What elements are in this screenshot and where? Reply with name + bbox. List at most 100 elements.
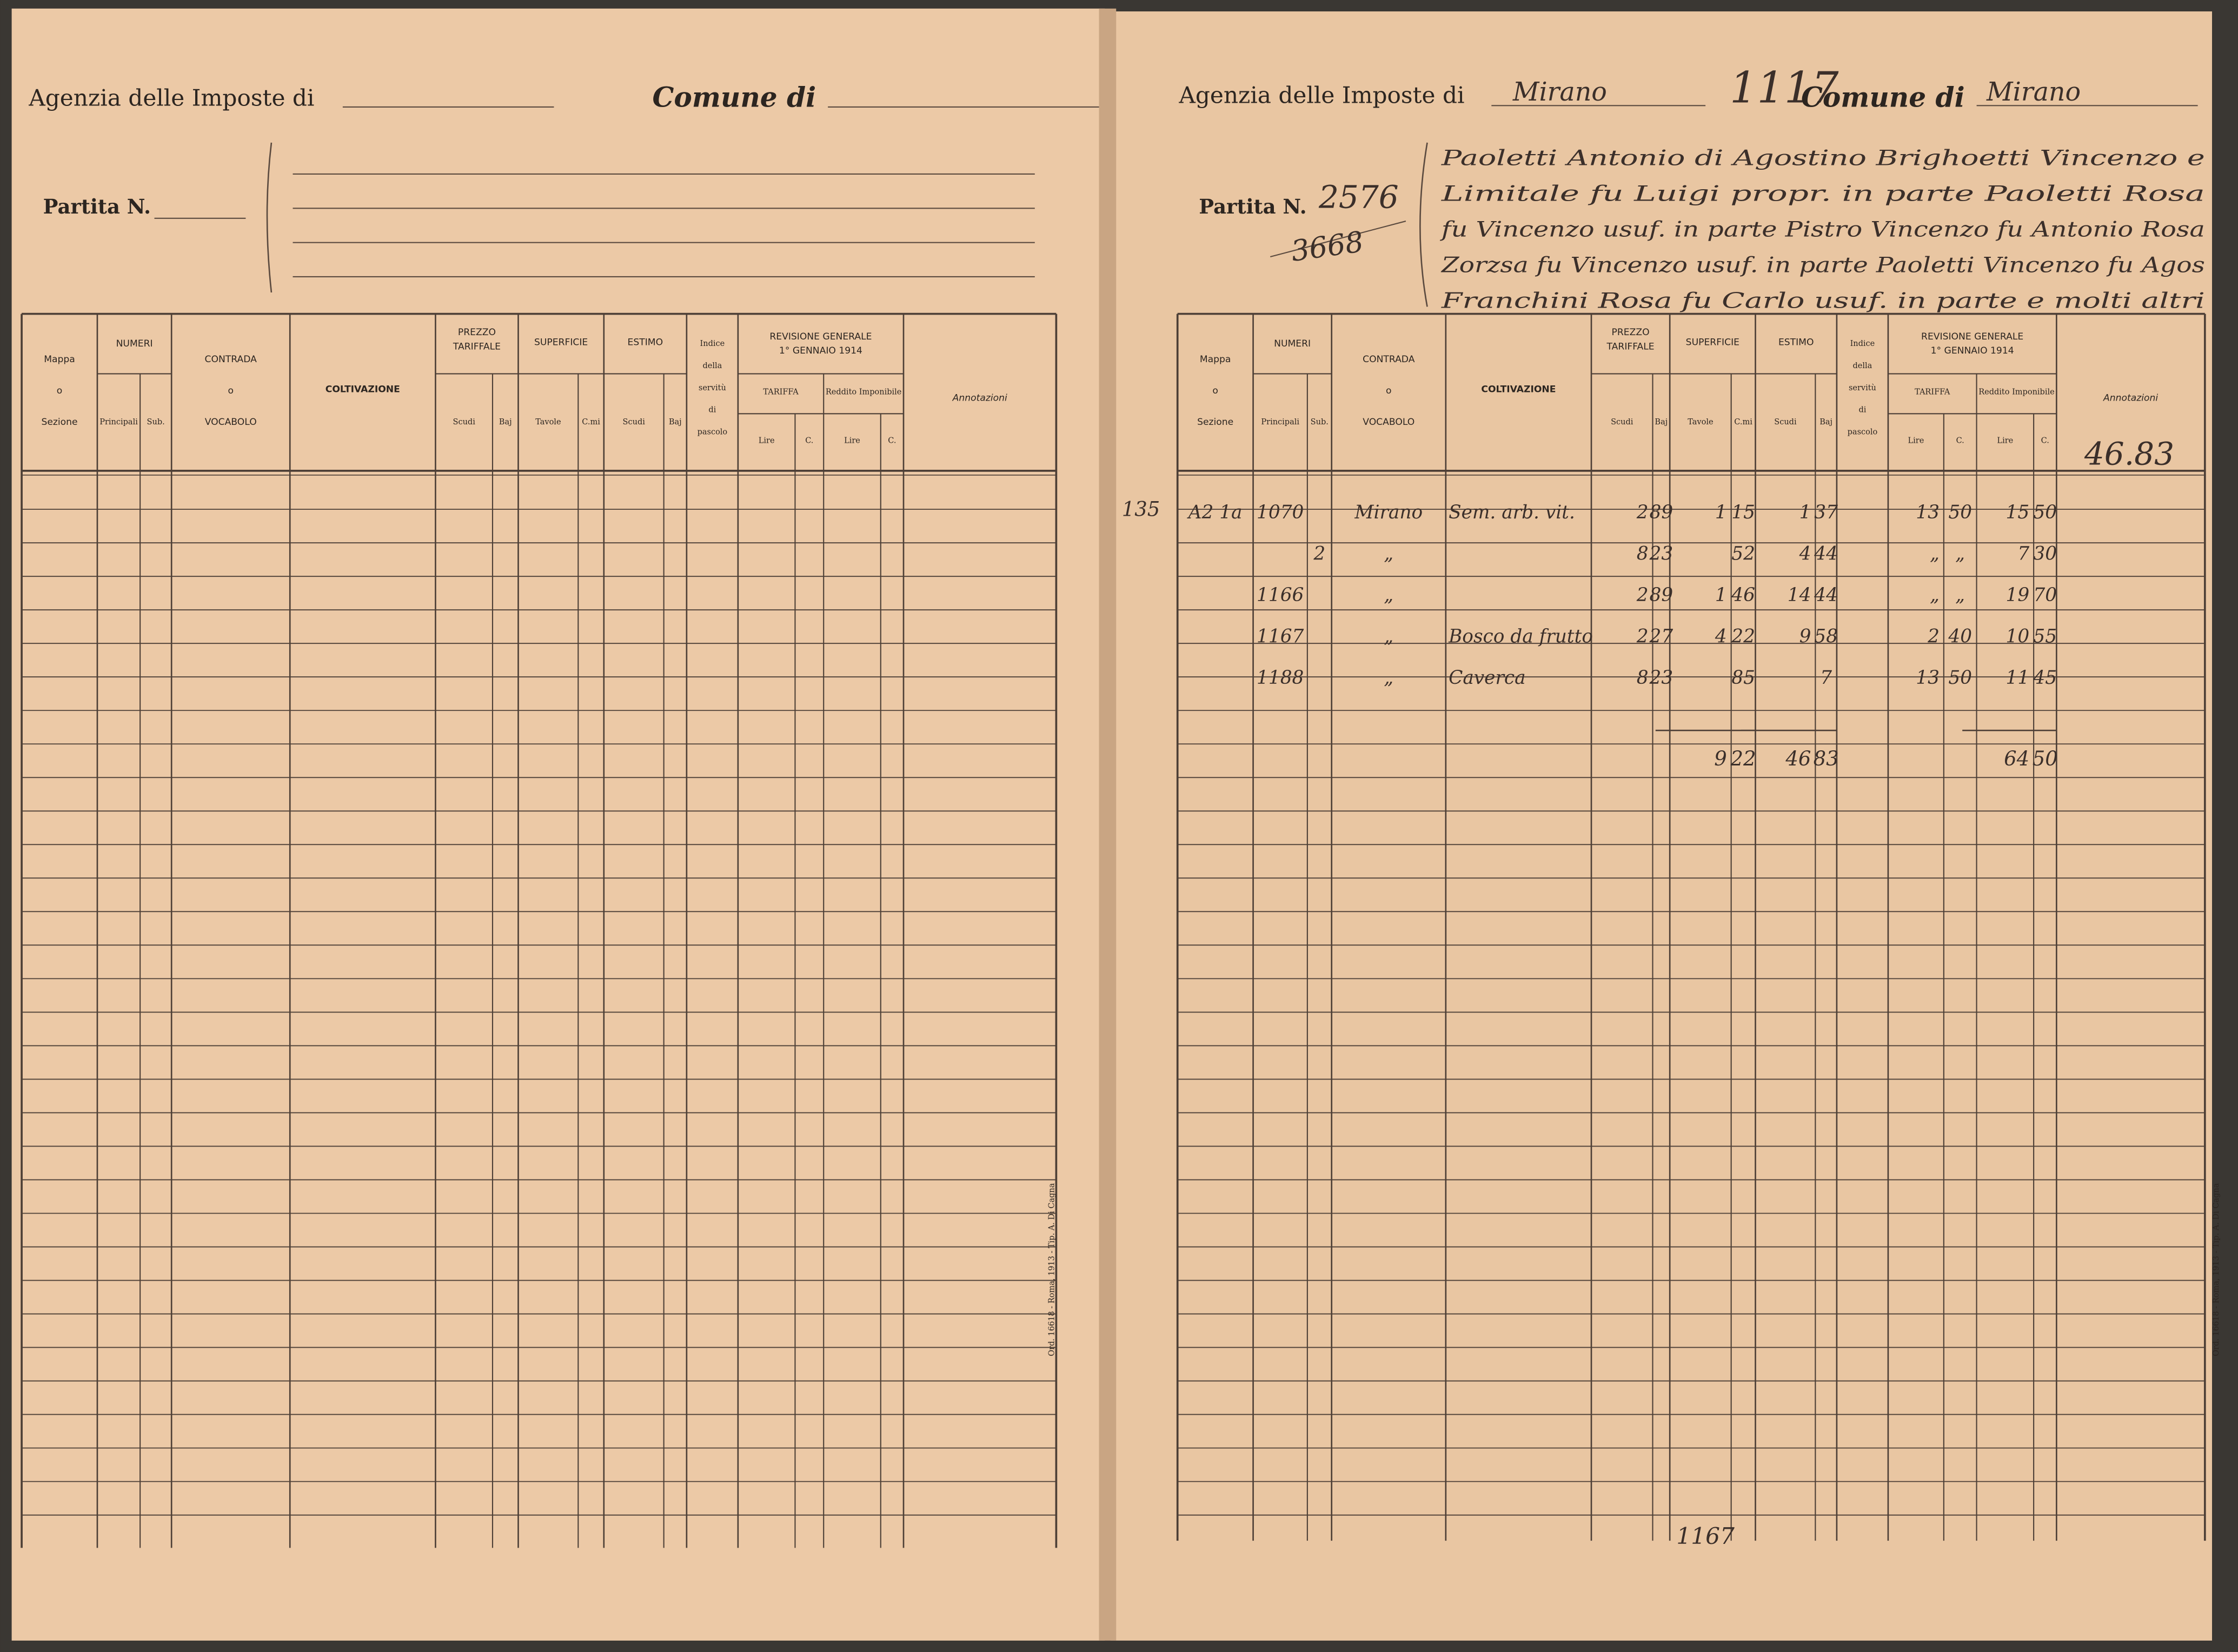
header-label: Sezione bbox=[41, 417, 77, 428]
header-label: VOCABOLO bbox=[205, 417, 257, 428]
header-label: Mappa bbox=[44, 354, 75, 365]
entry-principali: 1188 bbox=[1257, 667, 1304, 689]
entry-superficie-int: 1 bbox=[1715, 584, 1727, 606]
header-label: CONTRADA bbox=[1363, 354, 1415, 365]
header-label: Sezione bbox=[1197, 417, 1233, 428]
header-label: Tavole bbox=[1688, 418, 1713, 427]
owner-line: Paoletti Antonio di Agostino Brighoetti … bbox=[1441, 146, 2205, 171]
header-label: SUPERFICIE bbox=[534, 337, 588, 348]
entry-tariffa-dec: „ bbox=[1955, 543, 1965, 565]
entry-estimo-dec: 58 bbox=[1814, 626, 1838, 648]
header-label: Indice bbox=[1850, 339, 1875, 348]
owner-line: fu Vincenzo usuf. in parte Pistro Vincen… bbox=[1439, 217, 2204, 242]
entry-estimo-dec: 44 bbox=[1814, 543, 1838, 565]
entry-superficie-int: 4 bbox=[1715, 626, 1727, 648]
header-label: CONTRADA bbox=[205, 354, 257, 365]
annotation: 46.83 bbox=[2084, 436, 2174, 472]
header-label: pascolo bbox=[698, 428, 728, 437]
left-page bbox=[11, 8, 1105, 1641]
entry-estimo-int: 1 bbox=[1799, 502, 1811, 523]
header-label: pascolo bbox=[1848, 428, 1878, 437]
header-label: TARIFFA bbox=[763, 388, 799, 397]
entry-prezzo-dec: 23 bbox=[1649, 543, 1673, 565]
owner-line: Franchini Rosa fu Carlo usuf. in parte e… bbox=[1441, 288, 2205, 313]
header-label: NUMERI bbox=[1274, 338, 1311, 349]
header-label: 1° GENNAIO 1914 bbox=[1931, 345, 2014, 356]
header-label: Annotazioni bbox=[952, 392, 1007, 403]
total-reddito-int: 64 bbox=[2004, 747, 2029, 770]
tables: Mappa o Sezione NUMERI Principali Sub. CONTRAD… bbox=[21, 312, 2221, 1548]
entry-principali: 1166 bbox=[1257, 584, 1304, 606]
header-label: Principali bbox=[99, 418, 138, 427]
imprint: Ord. 16618 - Roma, 1913 - Tip. A. Di Cag… bbox=[1047, 1183, 1056, 1356]
register-table: Mappa o Sezione NUMERI Principali Sub. CONTRAD… bbox=[1176, 312, 2206, 1541]
header-label: di bbox=[708, 406, 716, 415]
header-label: TARIFFALE bbox=[1606, 341, 1655, 352]
header-label: Reddito Imponibile bbox=[1978, 388, 2054, 397]
total-reddito-dec: 50 bbox=[2033, 747, 2058, 770]
entries: A2 1a 1070 Mirano Sem. arb. vit. 2 89 1 15 1 37 13… bbox=[1122, 436, 2174, 1549]
header-label: C. bbox=[888, 436, 896, 445]
partita-label: Partita N. bbox=[43, 195, 151, 218]
header-label: TARIFFALE bbox=[453, 341, 501, 352]
entry-tariffa-dec: 50 bbox=[1948, 667, 1972, 689]
entry-prezzo-dec: 23 bbox=[1649, 667, 1673, 689]
agenzia-value: Mirano bbox=[1512, 77, 1607, 107]
header-label: Lire bbox=[759, 436, 775, 445]
entry-reddito-int: 15 bbox=[2006, 502, 2030, 523]
right-page bbox=[1110, 11, 2212, 1641]
entry-superficie-dec: 85 bbox=[1731, 667, 1755, 689]
register-number: 1117 bbox=[1730, 63, 1839, 112]
total-estimo-int: 46 bbox=[1785, 747, 1811, 770]
entry-reddito-int: 11 bbox=[2006, 667, 2030, 689]
header-label: Sub. bbox=[147, 418, 165, 427]
header-label: C. bbox=[805, 436, 813, 445]
entry-superficie-dec: 46 bbox=[1731, 584, 1755, 606]
header-label: o bbox=[1212, 385, 1218, 396]
header-label: Scudi bbox=[453, 418, 476, 427]
entry-contrada: Mirano bbox=[1354, 502, 1423, 523]
entry-prezzo-int: 2 bbox=[1636, 502, 1649, 523]
header-label: Lire bbox=[1997, 436, 2013, 445]
entry-principali: 1167 bbox=[1257, 626, 1304, 648]
header-label: Baj bbox=[1655, 418, 1668, 427]
comune-label: Comune di bbox=[653, 82, 816, 114]
agenzia-label: Agenzia delle Imposte di bbox=[1178, 82, 1464, 108]
header-label: Mappa bbox=[1200, 354, 1231, 365]
entry-principali: 1070 bbox=[1257, 502, 1304, 523]
entry-prezzo-dec: 89 bbox=[1650, 584, 1673, 606]
header-label: Lire bbox=[1908, 436, 1924, 445]
header-label: 1° GENNAIO 1914 bbox=[779, 345, 862, 356]
header-label: ESTIMO bbox=[1778, 337, 1814, 348]
entry-reddito-int: 7 bbox=[2017, 543, 2029, 565]
header-label: TARIFFA bbox=[1915, 388, 1950, 397]
strike bbox=[1270, 221, 1406, 258]
entry-estimo-int: 14 bbox=[1788, 584, 1811, 606]
header-label: Baj bbox=[1819, 418, 1832, 427]
entry-contrada: „ bbox=[1384, 667, 1393, 689]
entry-reddito-dec: 50 bbox=[2033, 502, 2057, 523]
total-estimo-dec: 83 bbox=[1814, 747, 1839, 770]
total-superficie-dec: 22 bbox=[1730, 747, 1756, 770]
total-superficie-int: 9 bbox=[1714, 747, 1727, 770]
entry-reddito-dec: 70 bbox=[2033, 584, 2057, 606]
comune-value: Mirano bbox=[1986, 77, 2081, 107]
header-label: o bbox=[228, 385, 233, 396]
entry-estimo-int: 9 bbox=[1799, 626, 1811, 648]
entry-estimo-dec: 7 bbox=[1820, 667, 1832, 689]
entry-tariffa-dec: 40 bbox=[1948, 626, 1972, 648]
entry-prezzo-int: 2 bbox=[1636, 626, 1649, 648]
gutter bbox=[1099, 8, 1117, 1641]
entry-reddito-dec: 30 bbox=[2033, 543, 2057, 565]
register-table: Mappa o Sezione NUMERI Principali Sub. CONTRAD… bbox=[21, 312, 1058, 1548]
entry-prezzo-int: 2 bbox=[1636, 584, 1649, 606]
header-label: Sub. bbox=[1311, 418, 1329, 427]
header-label: di bbox=[1858, 406, 1866, 415]
header-label: della bbox=[1853, 362, 1872, 370]
entry-reddito-int: 10 bbox=[2006, 626, 2030, 648]
entry-prezzo-int: 8 bbox=[1637, 543, 1649, 565]
entry-estimo-int: 4 bbox=[1799, 543, 1811, 565]
header-label: servitù bbox=[1849, 384, 1876, 392]
entry-superficie-dec: 15 bbox=[1731, 502, 1755, 523]
